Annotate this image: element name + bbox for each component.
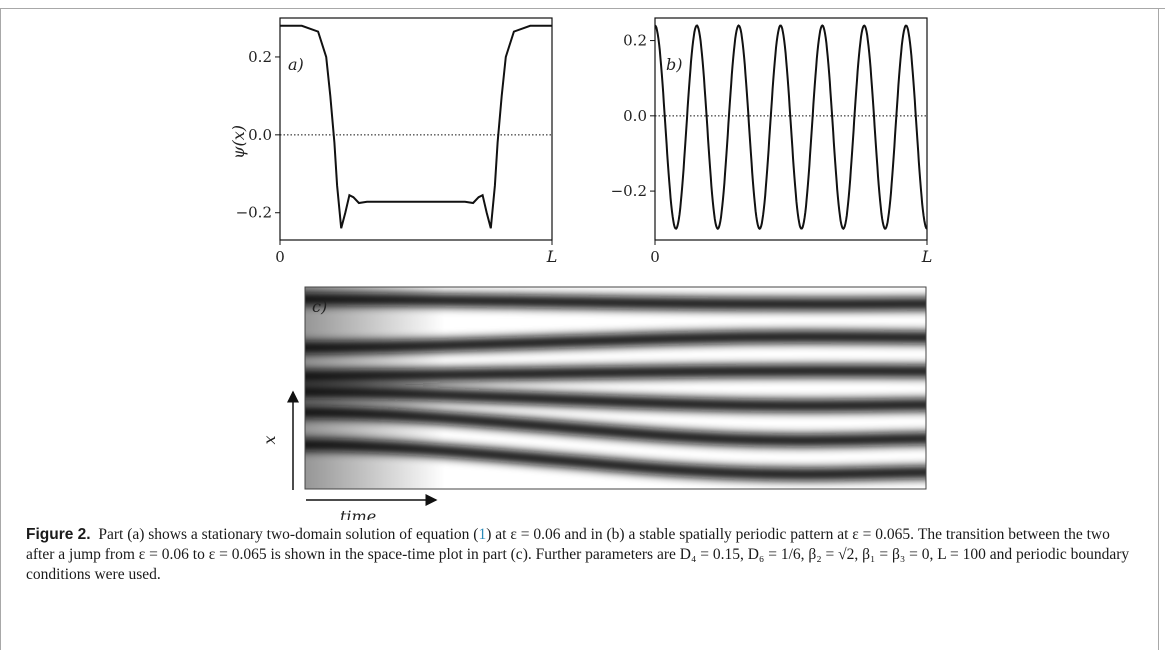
figure-caption: Figure 2. Part (a) shows a stationary tw… xyxy=(26,525,1141,585)
panel-a-ytick-label: 0.0 xyxy=(248,126,272,144)
frame-right-border xyxy=(1158,8,1159,650)
panel-b-ytick-label: −0.2 xyxy=(611,182,647,200)
frame-top-border xyxy=(0,8,1165,9)
panel-a-label: a) xyxy=(288,55,304,74)
panel-c-xlabel: time xyxy=(340,507,376,520)
panel-b-label: b) xyxy=(666,55,682,74)
panel-b-xtick-label: L xyxy=(921,247,933,266)
caption-label: Figure 2. xyxy=(26,526,91,543)
equation-ref-link[interactable]: 1 xyxy=(478,526,487,543)
panel-b-frame xyxy=(654,17,928,241)
panel-a-ylabel: ψ(x) xyxy=(229,125,248,159)
panel-b-ytick-label: 0.2 xyxy=(623,32,647,50)
panel-c-label: c) xyxy=(312,297,327,316)
panel-b-ytick-label: 0.0 xyxy=(623,107,647,125)
caption-text-1: Part (a) shows a stationary two-domain s… xyxy=(98,526,479,543)
figure-svg: a) 0.2 0.0 −0.2 0 L ψ(x) b) 0.2 0.0 −0.2 0 L c… xyxy=(229,17,933,520)
panel-c-heatmap: c) x time xyxy=(260,286,927,520)
panel-a-ytick-label: −0.2 xyxy=(236,204,272,222)
frame-left-border xyxy=(0,8,1,650)
panel-a-chart: a) 0.2 0.0 −0.2 0 L ψ(x) xyxy=(229,17,558,266)
caption-text-2: ) at ε = 0.06 and in (b) a stable spatia… xyxy=(26,526,1130,583)
panel-c-ylabel: x xyxy=(260,435,279,444)
panel-c-frame xyxy=(304,286,927,490)
panel-a-xtick-label: 0 xyxy=(275,248,285,266)
panel-a-xtick-label: L xyxy=(546,247,558,266)
panel-a-frame xyxy=(279,17,553,241)
panel-c-initial-state xyxy=(305,287,445,489)
panel-a-ytick-label: 0.2 xyxy=(248,48,272,66)
panel-b-series-line xyxy=(654,24,928,230)
panel-a-series-line xyxy=(280,24,552,229)
panel-b-chart: b) 0.2 0.0 −0.2 0 L xyxy=(611,17,933,266)
panel-b-xtick-label: 0 xyxy=(650,248,660,266)
